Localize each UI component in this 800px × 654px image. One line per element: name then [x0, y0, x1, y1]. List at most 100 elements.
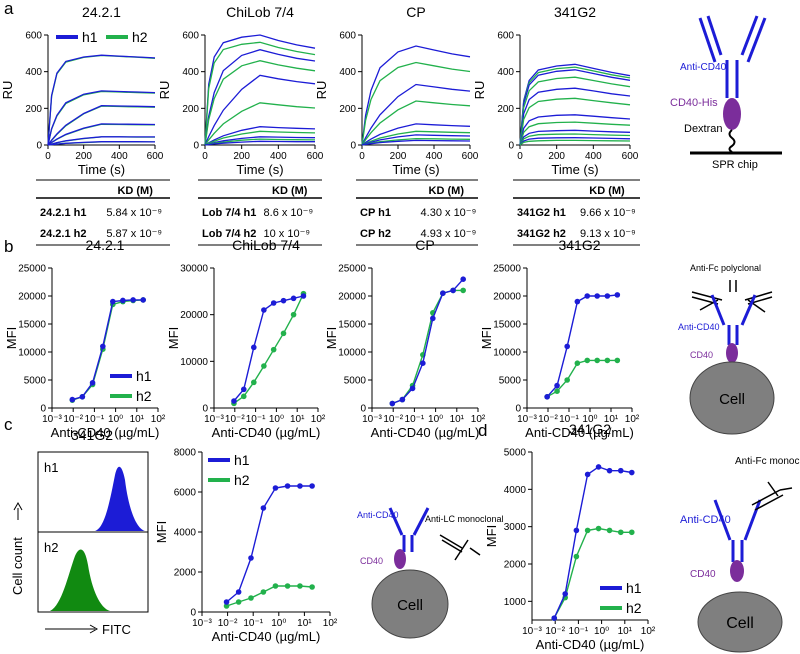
chart-title: ChiLob 7/4	[226, 4, 294, 20]
x-tick-label: 10⁰	[428, 414, 443, 425]
y-tick-label: 0	[202, 404, 208, 415]
table-cell: 24.2.1 h1	[40, 207, 86, 219]
diagram-label: Anti-CD40	[357, 510, 399, 520]
y-tick-label: 0	[360, 404, 366, 415]
data-point	[564, 377, 570, 383]
data-point	[223, 603, 230, 609]
x-axis-label: Time (s)	[551, 162, 598, 177]
legend-label: h1	[626, 580, 642, 596]
x-tick-label: 10⁻²	[383, 414, 403, 425]
data-point	[284, 483, 291, 489]
data-point	[614, 292, 621, 298]
data-point	[554, 388, 560, 395]
series-line	[204, 34, 316, 146]
data-point	[240, 393, 247, 400]
series-line	[361, 134, 471, 146]
data-point	[251, 344, 257, 351]
data-point	[574, 298, 581, 305]
x-tick-label: 10¹	[604, 414, 619, 425]
panel-label: b	[4, 237, 13, 256]
y-tick-label: 20000	[338, 292, 366, 303]
data-point	[309, 483, 315, 489]
y-tick-label: 2000	[504, 560, 527, 571]
x-axis-label: Anti-CD40 (µg/mL)	[51, 425, 160, 440]
chart-title: CP	[406, 4, 425, 20]
series-line	[519, 121, 631, 146]
diagram-label: Anti-LC monoclonal	[425, 514, 504, 524]
legend-label: h1	[136, 368, 152, 384]
x-tick-label: 600	[462, 151, 479, 162]
y-tick-label: 10000	[338, 348, 366, 359]
x-tick-label: 10⁻²	[538, 414, 558, 425]
data-point	[290, 295, 297, 302]
series-line	[204, 102, 316, 146]
y-tick-label: 5000	[24, 376, 47, 387]
x-tick-label: 400	[585, 151, 602, 162]
panel-title: 341G2	[71, 427, 113, 443]
data-point	[261, 307, 267, 313]
data-point	[272, 485, 279, 491]
y-tick-label: 20000	[18, 292, 46, 303]
histogram-h1	[95, 466, 145, 531]
data-point	[130, 297, 136, 303]
x-tick-label: 10⁰	[269, 414, 284, 425]
data-point	[544, 394, 550, 400]
data-point	[409, 385, 416, 392]
y-tick-label: 0	[350, 141, 356, 152]
x-tick-label: 10⁻²	[225, 414, 245, 425]
data-point	[450, 287, 456, 294]
data-point	[251, 379, 257, 386]
series-line	[392, 278, 464, 405]
y-tick-label: 400	[182, 67, 199, 78]
series-line	[519, 69, 631, 146]
y-tick-label: 1000	[504, 597, 527, 608]
series-line	[361, 123, 471, 146]
x-tick-label: 10⁻³	[362, 414, 382, 425]
x-tick-label: 10²	[323, 618, 338, 629]
kd-table: KD (M) CP h1 4.30 x 10⁻⁹ CP h2 4.93 x 10⁻⁹	[356, 179, 478, 246]
data-point	[430, 315, 436, 322]
y-axis-label: MFI	[154, 521, 169, 543]
data-point	[617, 529, 624, 536]
series-line	[361, 100, 471, 146]
series-line	[72, 299, 144, 401]
x-tick-label: 10⁻³	[204, 414, 224, 425]
data-point	[248, 555, 254, 561]
series-line	[546, 294, 618, 398]
table-header: KD (M)	[429, 185, 465, 197]
histogram-label: h2	[44, 540, 58, 555]
series-line	[361, 61, 471, 146]
diagram-label: CD40-His	[670, 97, 718, 109]
table-cell: 341G2 h2	[517, 228, 566, 240]
series-line	[47, 54, 156, 146]
series-line	[47, 54, 156, 146]
table-cell: 8.6 x 10⁻⁹	[264, 207, 314, 219]
x-tick-label: 600	[307, 151, 324, 162]
diagram-label: Anti-Fc polyclonal	[690, 263, 761, 273]
series-line	[519, 66, 631, 146]
x-tick-label: 10⁰	[271, 618, 286, 629]
y-tick-label: 20000	[493, 292, 521, 303]
series-line	[361, 45, 471, 146]
x-tick-label: 10¹	[290, 414, 305, 425]
cell-shape	[697, 591, 783, 653]
y-tick-label: 10000	[493, 348, 521, 359]
y-tick-label: 4000	[174, 528, 197, 539]
y-tick-label: 400	[497, 67, 514, 78]
series-line	[233, 293, 305, 404]
y-tick-label: 30000	[180, 264, 208, 275]
table-cell: 5.87 x 10⁻⁹	[106, 228, 162, 240]
data-point	[564, 343, 570, 350]
data-point	[604, 357, 611, 364]
y-tick-label: 200	[339, 104, 356, 115]
x-axis-label: Time (s)	[236, 162, 283, 177]
diagram-label: Cell	[719, 391, 745, 408]
series-line	[47, 90, 156, 146]
table-cell: 4.93 x 10⁻⁹	[421, 228, 477, 240]
x-tick-label: 10⁻¹	[85, 414, 105, 425]
x-tick-label: 600	[147, 151, 164, 162]
series-line	[47, 141, 156, 146]
series-line	[519, 114, 631, 146]
